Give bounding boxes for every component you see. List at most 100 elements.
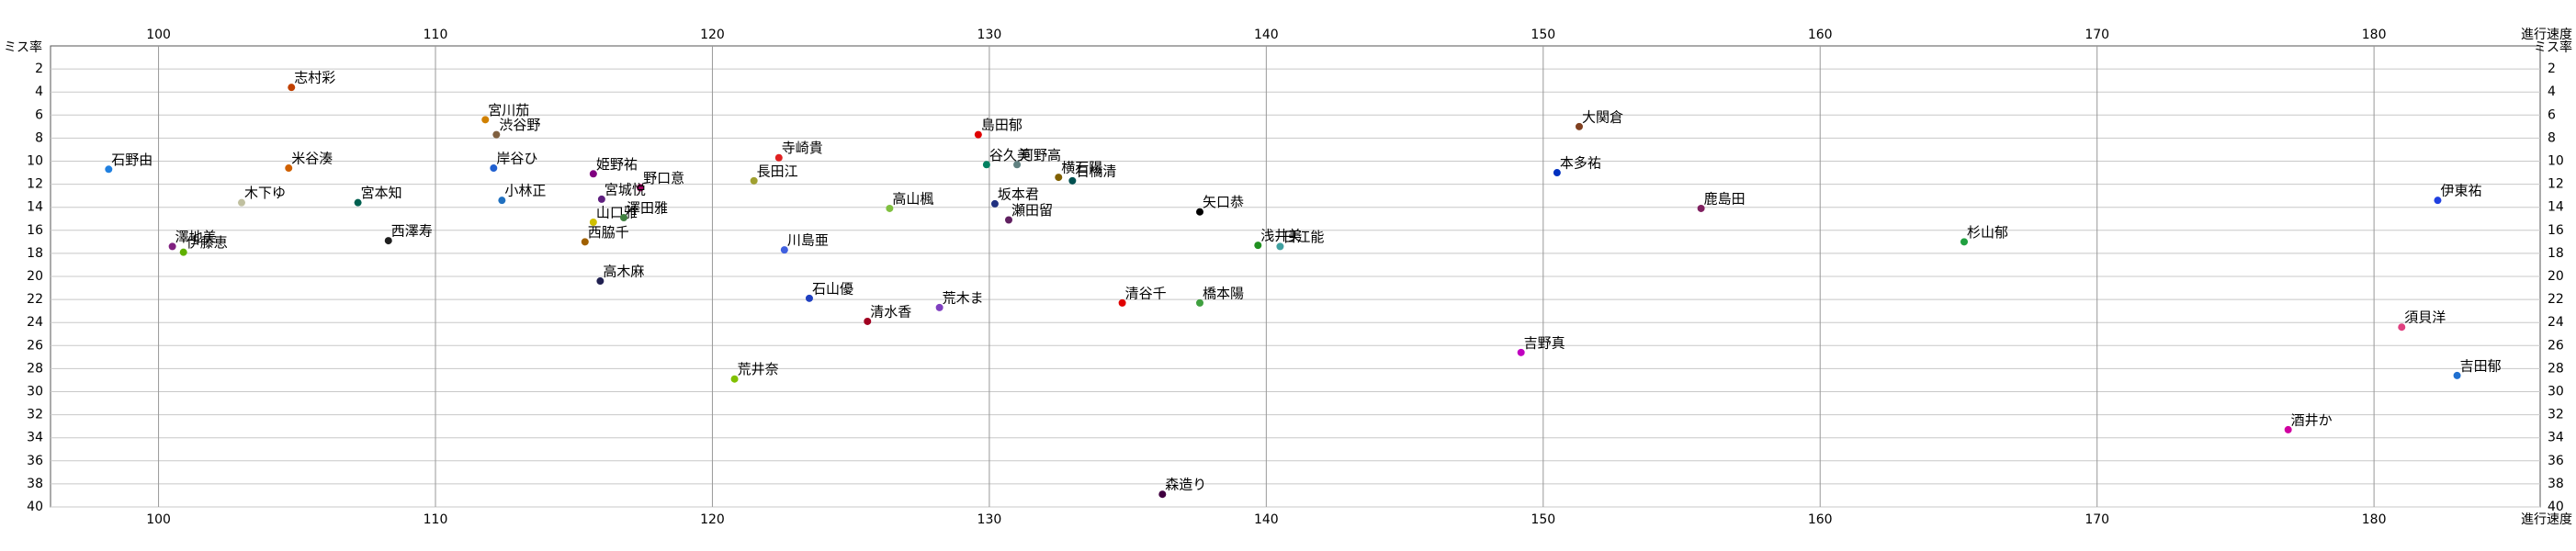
- point-label: 浅井美: [1260, 228, 1302, 244]
- point: [974, 130, 982, 139]
- y-axis-title-right: ミス率: [2534, 39, 2572, 55]
- point-label: 川島亜: [787, 232, 829, 249]
- y-tick-label-right: 4: [2548, 84, 2556, 99]
- y-tick-label-right: 26: [2548, 338, 2564, 353]
- y-tick-label-right: 10: [2548, 154, 2564, 169]
- x-tick-label: 180: [2362, 28, 2387, 42]
- point: [105, 165, 113, 174]
- y-tick-label-right: 38: [2548, 477, 2564, 491]
- point: [384, 237, 392, 245]
- y-tick-label-right: 18: [2548, 246, 2564, 261]
- point: [490, 164, 498, 173]
- x-axis-title-top: 進行速度: [2521, 28, 2572, 42]
- y-tick-label: 34: [27, 431, 43, 445]
- point: [285, 164, 293, 173]
- point-label: 森造り: [1165, 477, 1206, 493]
- point: [596, 277, 604, 286]
- point: [2434, 197, 2442, 205]
- y-tick-label: 14: [27, 200, 43, 215]
- point: [581, 238, 589, 246]
- x-tick-label-bottom: 110: [424, 512, 448, 527]
- point: [990, 199, 999, 208]
- point-label: 荒木ま: [943, 289, 984, 306]
- point: [2284, 425, 2292, 433]
- x-tick-label: 140: [1254, 28, 1279, 42]
- point-label: 宮川茄: [488, 102, 529, 118]
- y-tick-label: 6: [35, 107, 43, 122]
- point-label: 横石陽: [1061, 160, 1102, 176]
- point: [498, 197, 506, 205]
- y-tick-label: 26: [27, 338, 43, 353]
- y-tick-label: 28: [27, 361, 43, 376]
- y-tick-label: 18: [27, 246, 43, 261]
- point: [237, 198, 245, 207]
- point-label: 島田郁: [981, 117, 1022, 133]
- x-tick-label-bottom: 100: [146, 512, 171, 527]
- point-label: 小林正: [504, 183, 546, 199]
- point: [619, 213, 627, 221]
- point: [780, 246, 788, 254]
- y-tick-label-right: 34: [2548, 431, 2564, 445]
- point: [1055, 174, 1063, 182]
- point-label: 長田江: [757, 163, 798, 179]
- point: [1068, 176, 1077, 185]
- point: [589, 170, 597, 178]
- y-tick-label-right: 40: [2548, 500, 2564, 514]
- point-label: 石山優: [812, 280, 853, 297]
- point: [1553, 169, 1561, 177]
- point-label: 鹿島田: [1704, 190, 1746, 207]
- y-tick-label-right: 6: [2548, 107, 2556, 122]
- point: [982, 161, 990, 169]
- point: [168, 242, 176, 251]
- point-label: 木下ゆ: [244, 185, 286, 201]
- point-label: 石橋清: [1075, 163, 1116, 179]
- point: [1118, 298, 1126, 307]
- y-tick-label: 38: [27, 477, 43, 491]
- point-label: 澤田雅: [627, 199, 668, 216]
- point-label: 荒井奈: [738, 361, 779, 377]
- x-tick-label: 170: [2085, 28, 2109, 42]
- point-label: 酒井か: [2291, 411, 2333, 428]
- point: [481, 116, 490, 124]
- y-tick-label-right: 36: [2548, 454, 2564, 468]
- point-label: 寺崎貴: [782, 140, 823, 156]
- point-label: 岸谷ひ: [496, 151, 537, 167]
- y-tick-label: 10: [27, 154, 43, 169]
- point: [1013, 161, 1022, 169]
- x-tick-label: 110: [424, 28, 448, 42]
- point-label: 杉山郁: [1967, 224, 2008, 241]
- y-tick-label-right: 30: [2548, 385, 2564, 399]
- point-label: 須貝洋: [2404, 309, 2446, 326]
- point-label: 石野由: [111, 152, 153, 168]
- point-label: 清谷千: [1125, 285, 1167, 301]
- x-tick-label-bottom: 130: [977, 512, 1002, 527]
- x-tick-label-bottom: 160: [1808, 512, 1833, 527]
- y-tick-label-right: 22: [2548, 292, 2564, 307]
- point-label: 吉田郁: [2460, 357, 2502, 374]
- point-label: 吉野真: [1524, 334, 1565, 351]
- point: [1276, 242, 1284, 251]
- point: [492, 130, 501, 139]
- y-tick-label: 24: [27, 315, 43, 330]
- y-tick-label: 30: [27, 385, 43, 399]
- x-tick-label: 130: [977, 28, 1002, 42]
- y-tick-label-right: 12: [2548, 177, 2564, 192]
- y-tick-label: 32: [27, 408, 43, 422]
- x-tick-label: 150: [1531, 28, 1555, 42]
- point-label: 橋本陽: [1203, 285, 1244, 301]
- y-tick-label-right: 28: [2548, 361, 2564, 376]
- y-tick-label: 36: [27, 454, 43, 468]
- point: [774, 153, 783, 162]
- point-label: 河野高: [1020, 147, 1061, 163]
- point: [1005, 216, 1013, 224]
- point: [935, 303, 943, 311]
- y-tick-label-right: 2: [2548, 62, 2556, 76]
- y-tick-label: 40: [27, 500, 43, 514]
- point-label: 高木麻: [603, 264, 644, 280]
- point: [2398, 323, 2406, 332]
- point-label: 西脇千: [588, 224, 629, 241]
- point: [805, 294, 813, 302]
- point: [750, 176, 758, 185]
- x-tick-label-bottom: 150: [1531, 512, 1555, 527]
